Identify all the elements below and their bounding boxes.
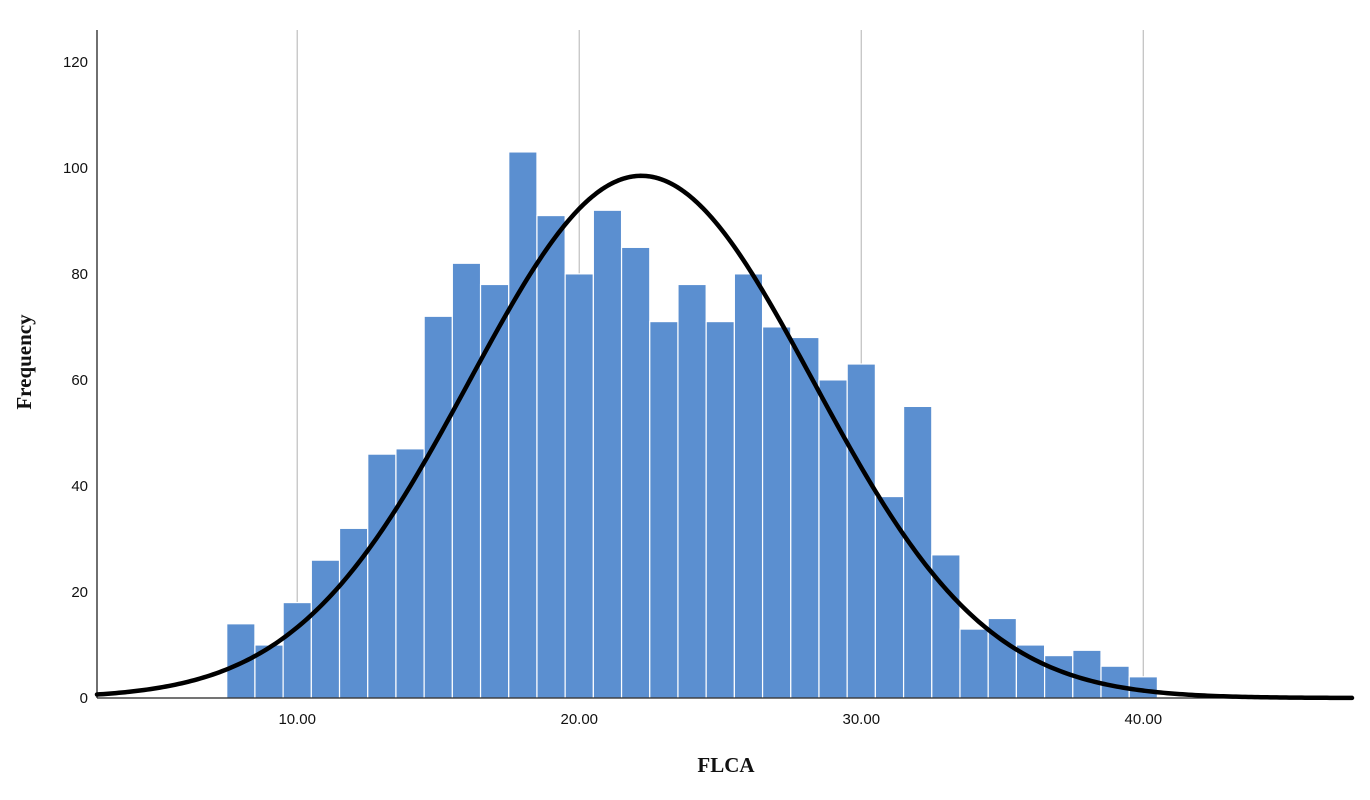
histogram-bar — [367, 453, 397, 699]
histogram-bar — [1072, 649, 1102, 699]
histogram-bar — [818, 379, 848, 699]
histogram-bar — [620, 246, 651, 699]
normal-curve-layer — [94, 173, 1355, 701]
histogram-bar — [564, 273, 594, 699]
histogram-bar — [649, 320, 679, 699]
histogram-bar — [508, 151, 538, 699]
histogram-bar — [592, 209, 623, 699]
y-tick-label: 0 — [80, 690, 88, 707]
histogram-bar — [790, 336, 820, 699]
histogram-bar — [733, 273, 764, 699]
normal-curve — [94, 173, 1355, 701]
x-tick-label: 30.00 — [843, 711, 881, 728]
histogram-bar — [846, 363, 876, 699]
x-tick-label: 40.00 — [1125, 711, 1163, 728]
histogram-bar — [479, 283, 510, 699]
histogram-bar — [761, 326, 792, 699]
histogram-bar — [677, 283, 707, 699]
histogram-bar — [1043, 654, 1074, 699]
histogram-bars — [226, 151, 1159, 699]
y-tick-label: 60 — [71, 372, 88, 389]
histogram-bar — [536, 214, 566, 699]
y-tick-label: 100 — [63, 160, 88, 177]
x-axis-title: FLCA — [697, 753, 755, 777]
histogram-bar — [310, 559, 341, 699]
histogram-bar — [959, 628, 989, 699]
histogram-bar — [423, 315, 453, 699]
x-tick-label: 10.00 — [278, 711, 316, 728]
y-axis-title: Frequency — [12, 314, 36, 410]
histogram-bar — [451, 262, 482, 699]
y-tick-label: 20 — [71, 584, 88, 601]
y-tick-label: 40 — [71, 478, 88, 495]
tick-labels: 10.00 20.00 30.00 40.00 0 20 40 60 80 100 120 — [63, 54, 1162, 728]
y-tick-label: 80 — [71, 266, 88, 283]
x-tick-label: 20.00 — [560, 711, 598, 728]
y-tick-label: 120 — [63, 54, 88, 71]
axes — [96, 30, 1352, 699]
histogram-bar — [874, 495, 905, 699]
histogram-bar — [705, 320, 735, 699]
